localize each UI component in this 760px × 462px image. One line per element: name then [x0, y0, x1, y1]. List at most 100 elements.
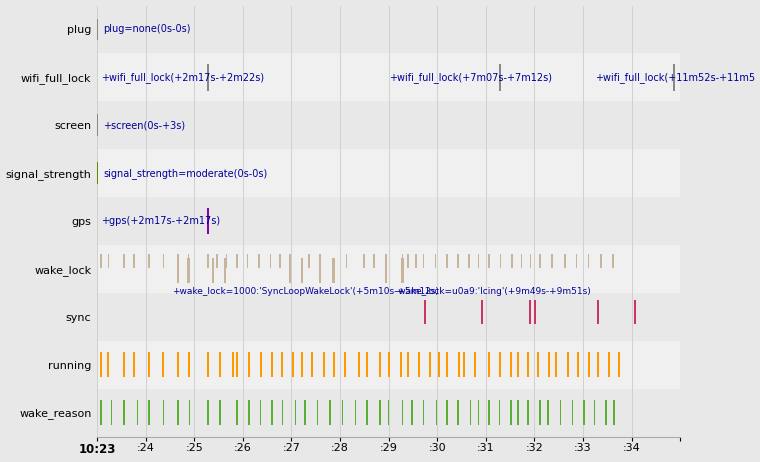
Bar: [249, 352, 250, 377]
Bar: [292, 352, 294, 377]
Bar: [423, 254, 424, 268]
Bar: [96, 115, 98, 136]
Bar: [207, 64, 209, 91]
Bar: [304, 400, 306, 425]
Bar: [346, 254, 347, 268]
Bar: [385, 258, 388, 283]
Bar: [133, 352, 135, 377]
Bar: [177, 258, 179, 283]
Bar: [600, 254, 602, 268]
Bar: [540, 254, 541, 268]
Bar: [446, 352, 448, 377]
Bar: [96, 162, 98, 184]
Bar: [147, 352, 150, 377]
Bar: [301, 258, 303, 283]
Bar: [163, 352, 164, 377]
Bar: [97, 197, 680, 245]
Bar: [188, 400, 190, 425]
Bar: [187, 258, 190, 283]
Bar: [510, 352, 512, 377]
Bar: [612, 254, 614, 268]
Bar: [279, 254, 281, 268]
Bar: [572, 400, 573, 425]
Bar: [97, 389, 680, 437]
Bar: [148, 254, 150, 268]
Bar: [319, 254, 321, 268]
Bar: [123, 400, 125, 425]
Bar: [220, 400, 221, 425]
Bar: [499, 64, 501, 91]
Bar: [424, 300, 426, 324]
Bar: [97, 6, 680, 54]
Bar: [97, 341, 680, 389]
Bar: [401, 254, 404, 268]
Bar: [458, 254, 459, 268]
Bar: [559, 400, 561, 425]
Bar: [316, 400, 318, 425]
Bar: [548, 352, 550, 377]
Bar: [481, 300, 483, 324]
Bar: [249, 400, 250, 425]
Bar: [207, 254, 209, 268]
Bar: [401, 400, 404, 425]
Bar: [530, 300, 531, 324]
Bar: [330, 400, 331, 425]
Bar: [311, 352, 312, 377]
Bar: [608, 352, 610, 377]
Bar: [478, 254, 480, 268]
Bar: [499, 254, 501, 268]
Bar: [363, 254, 365, 268]
Bar: [344, 352, 346, 377]
Bar: [415, 254, 417, 268]
Bar: [527, 400, 529, 425]
Bar: [537, 352, 540, 377]
Bar: [211, 258, 214, 283]
Bar: [226, 254, 227, 268]
Bar: [527, 352, 529, 377]
Bar: [583, 400, 584, 425]
Bar: [332, 258, 334, 283]
Bar: [260, 400, 261, 425]
Bar: [207, 400, 209, 425]
Bar: [134, 254, 135, 268]
Bar: [458, 400, 459, 425]
Bar: [576, 254, 578, 268]
Bar: [247, 254, 249, 268]
Bar: [418, 352, 420, 377]
Bar: [97, 54, 680, 101]
Bar: [388, 352, 390, 377]
Bar: [323, 352, 325, 377]
Bar: [547, 400, 549, 425]
Bar: [177, 400, 179, 425]
Bar: [97, 101, 680, 149]
Bar: [282, 400, 283, 425]
Bar: [388, 400, 389, 425]
Bar: [567, 352, 568, 377]
Bar: [295, 400, 296, 425]
Bar: [407, 254, 409, 268]
Bar: [177, 352, 179, 377]
Bar: [207, 208, 209, 234]
Bar: [510, 400, 511, 425]
Bar: [260, 352, 261, 377]
Bar: [137, 400, 138, 425]
Bar: [488, 400, 490, 425]
Bar: [97, 149, 680, 197]
Bar: [122, 352, 125, 377]
Bar: [605, 400, 606, 425]
Bar: [618, 352, 619, 377]
Bar: [334, 352, 335, 377]
Text: signal_strength=moderate(0s-0s): signal_strength=moderate(0s-0s): [103, 168, 268, 179]
Bar: [468, 254, 470, 268]
Bar: [97, 293, 680, 341]
Bar: [634, 300, 636, 324]
Bar: [236, 254, 238, 268]
Bar: [588, 254, 590, 268]
Bar: [289, 258, 291, 283]
Text: +wifi_full_lock(+2m17s-+2m22s): +wifi_full_lock(+2m17s-+2m22s): [101, 72, 264, 83]
Bar: [97, 245, 680, 293]
Bar: [271, 352, 273, 377]
Text: +wake_lock=1000:'SyncLoopWakeLock'(+5m10s-+5m12s): +wake_lock=1000:'SyncLoopWakeLock'(+5m10…: [173, 287, 439, 296]
Bar: [446, 400, 448, 425]
Bar: [518, 352, 519, 377]
